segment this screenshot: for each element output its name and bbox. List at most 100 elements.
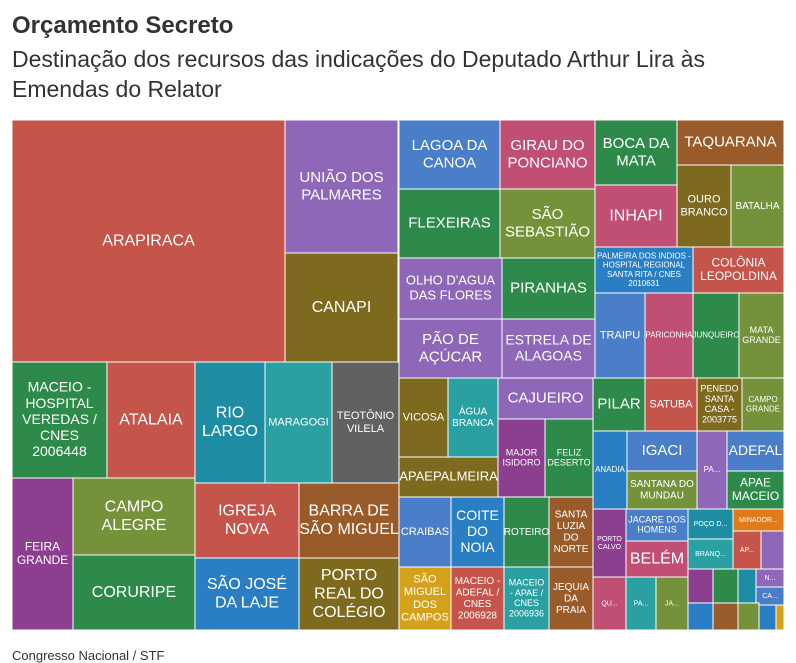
treemap-tile: APAEPALMEIRAAPAEPALMEIRA (398, 456, 499, 498)
treemap-tile: TEOTÔNIO VILELATEOTÔNIO VILELA (331, 361, 400, 484)
treemap-tile: MINADOR...MINADOR... (732, 508, 785, 532)
treemap-tile-label: BELÉMBELÉM (630, 548, 684, 567)
treemap-tile-label: BATALHABATALHA (735, 201, 779, 212)
treemap-tile-rect (398, 318, 503, 379)
treemap-tile-rect (592, 430, 628, 510)
treemap-tile-label: CORURIPECORURIPE (92, 584, 176, 601)
treemap-tile-label: SÃO JOSÉ DA LAJESÃO JOSÉ DA LAJE (207, 573, 287, 611)
chart-title: Orçamento Secreto (12, 12, 234, 39)
treemap-tile: GIRAU DO PONCIANOGIRAU DO PONCIANO (499, 119, 596, 190)
treemap-tile-rect (264, 361, 333, 484)
treemap-tile: TAQUARANATAQUARANA (676, 119, 785, 166)
treemap-tile-rect (625, 540, 689, 578)
treemap-tile-label: COITE DO NOIACOITE DO NOIA (456, 507, 499, 555)
treemap-tile-rect (398, 496, 452, 568)
treemap-tile-label: MAJOR ISIDOROMAJOR ISIDORO (502, 447, 540, 467)
treemap-tile: COITE DO NOIACOITE DO NOIA (450, 496, 505, 568)
treemap-tile-label: QU...QU... (601, 600, 617, 607)
treemap-tile: SÃO JOSÉ DA LAJESÃO JOSÉ DA LAJE (194, 557, 300, 631)
treemap-tile: LAGOA DA CANOALAGOA DA CANOA (398, 119, 501, 190)
treemap-tile-rect (676, 119, 785, 166)
treemap-tile-rect (730, 164, 785, 248)
treemap-tile: BARRA DE SÃO MIGUELBARRA DE SÃO MIGUEL (298, 482, 400, 559)
treemap-tile: ARAPIRACAARAPIRACA (11, 119, 286, 363)
treemap-tile-rect (72, 554, 196, 631)
treemap-tile-label: OURO BRANCOOURO BRANCO (680, 194, 728, 219)
treemap-tile-label: TRAIPUTRAIPU (600, 330, 640, 342)
treemap-tile-rect (398, 188, 501, 259)
treemap-tile: ÁGUA BRANCAÁGUA BRANCA (447, 377, 499, 458)
treemap-tile-label: PORTO REAL DO COLÉGIOPORTO REAL DO COLÉGIO (313, 567, 386, 621)
treemap-tile-label: TAQUARANATAQUARANA (684, 134, 776, 151)
treemap-tile: PIRANHASPIRANHAS (501, 257, 596, 320)
treemap-tile-label: ADEFALADEFAL (729, 442, 783, 458)
treemap-tile-rect (398, 377, 449, 458)
treemap-tile-label: PA...PA... (704, 465, 721, 474)
treemap-tile-label: BRANQ...BRANQ... (695, 551, 726, 558)
treemap-tile-unlabeled (760, 530, 785, 570)
treemap-tile-rect (398, 257, 503, 320)
treemap-tile-label: IGREJA NOVAIGREJA NOVA (218, 503, 276, 538)
treemap-tile-label: COLÔNIA LEOPOLDINACOLÔNIA LEOPOLDINA (700, 254, 777, 283)
treemap-tile: CAMPO ALEGRECAMPO ALEGRE (72, 477, 196, 556)
treemap-tile-label: JA...JA... (665, 600, 679, 607)
treemap-tile-rect (194, 361, 266, 484)
treemap-tile-rect (298, 557, 400, 631)
treemap-tile-label: CAJUEIROCAJUEIRO (508, 390, 584, 407)
treemap-tile-rect (737, 602, 760, 631)
treemap-tile-label: PENEDO SANTA CASA -2003775PENEDO SANTA CAS… (700, 383, 738, 424)
treemap-tile-rect (687, 568, 714, 604)
treemap-tile-rect (655, 576, 689, 631)
treemap-tile: MACEIO - APAE / CNES 2006936MACEIO - APAE /… (503, 566, 550, 631)
treemap-tile-label: APAE MACEIOAPAE MACEIO (732, 475, 779, 503)
treemap-tile-label: GIRAU DO PONCIANOGIRAU DO PONCIANO (507, 137, 587, 171)
treemap-tile-rect (11, 477, 74, 631)
treemap-tile: APAE MACEIOAPAE MACEIO (726, 470, 785, 510)
treemap-tile-label: CANAPICANAPI (312, 299, 372, 316)
treemap-tile-rect (712, 568, 739, 604)
treemap-tile-label: OLHO D'AGUA DAS FLORESOLHO D'AGUA DAS FLO… (406, 273, 495, 303)
treemap-tile-rect (726, 430, 785, 472)
treemap-tile: BRANQ...BRANQ... (687, 538, 734, 570)
treemap-tile-rect (712, 602, 739, 631)
treemap-tile-label: JUNQUEIROJUNQUEIRO (692, 331, 739, 340)
treemap-tile-unlabeled (712, 602, 739, 631)
treemap-tile: ADEFALADEFAL (726, 430, 785, 472)
treemap-tile-rect (732, 530, 762, 570)
treemap-tile-label: TEOTÔNIO VILELATEOTÔNIO VILELA (337, 409, 395, 435)
treemap-tile-label: FELIZ DESERTOFELIZ DESERTO (547, 447, 590, 467)
treemap-tile: OLHO D'AGUA DAS FLORESOLHO D'AGUA DAS FLO… (398, 257, 503, 320)
treemap-tile: INHAPIINHAPI (594, 184, 678, 248)
treemap-tile-label: MATA GRANDEMATA GRANDE (742, 325, 781, 345)
treemap-tile-rect (72, 477, 196, 556)
treemap-tile-rect (644, 377, 698, 432)
treemap-tile-unlabeled (775, 604, 785, 631)
treemap-tile: TRAIPUTRAIPU (594, 292, 646, 379)
treemap-tile: RIO LARGORIO LARGO (194, 361, 266, 484)
treemap-tile: CA...CA... (755, 586, 785, 606)
treemap-tile-label: JEQUIA DA PRAIAJEQUIA DA PRAIA (553, 582, 589, 616)
treemap-tile-rect (594, 292, 646, 379)
treemap-tile: PÃO DE AÇÚCARPÃO DE AÇÚCAR (398, 318, 503, 379)
treemap-tile: PORTO REAL DO COLÉGIOPORTO REAL DO COLÉGIO (298, 557, 400, 631)
treemap-tile-rect (737, 568, 757, 604)
treemap-tile-label: RIO LARGORIO LARGO (202, 405, 258, 440)
treemap-tile: PARICONHAPARICONHA (644, 292, 694, 379)
treemap-tile: SATUBASATUBA (644, 377, 698, 432)
treemap-tile: SANTA LUZIA DO NORTESANTA LUZIA DO NORTE (548, 496, 594, 568)
treemap-tile: MATA GRANDEMATA GRANDE (738, 292, 785, 379)
treemap-tile-label: MARAGOGIMARAGOGI (268, 417, 329, 429)
treemap-tile-label: MINADOR...MINADOR... (739, 517, 778, 524)
treemap-tile: FELIZ DESERTOFELIZ DESERTO (544, 418, 594, 498)
treemap-tile-rect (398, 456, 499, 498)
treemap-tile-label: CAMPO ALEGRECAMPO ALEGRE (102, 499, 167, 534)
treemap-tile-label: INHAPIINHAPI (609, 207, 662, 224)
treemap-tile-label: N...N... (765, 575, 776, 582)
treemap-tile-rect (626, 470, 698, 510)
treemap-tile-rect (544, 418, 594, 498)
treemap-tile-rect (760, 530, 785, 570)
treemap-tile-label: SATUBASATUBA (649, 399, 693, 411)
